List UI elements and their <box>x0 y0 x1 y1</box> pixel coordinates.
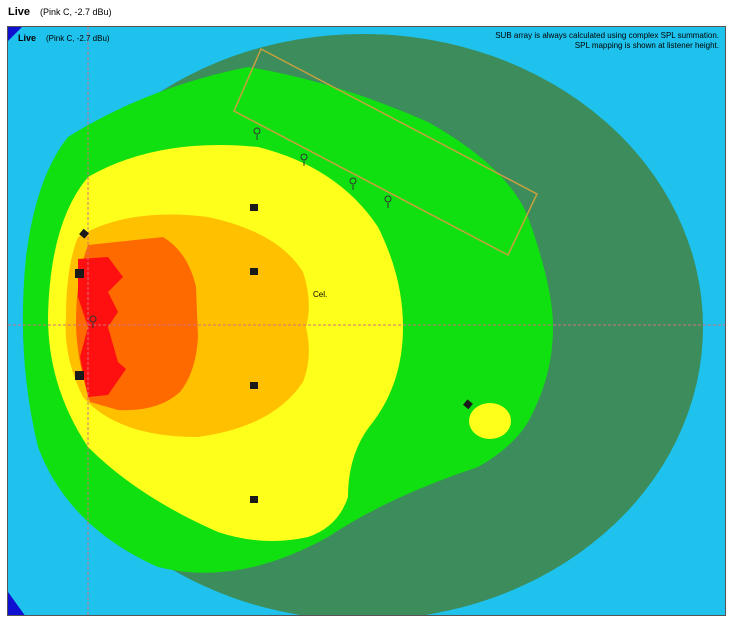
speaker-marker-icon[interactable] <box>250 382 258 389</box>
corner-marker-bottom-left <box>8 592 25 615</box>
window-title: Live <box>8 6 31 18</box>
window-subtitle: (Pink C, -2.7 dBu) <box>40 7 112 17</box>
plot-note-summation: SUB array is always calculated using com… <box>495 31 719 40</box>
speaker-marker-icon[interactable] <box>75 269 84 278</box>
microphone-icon[interactable] <box>300 153 308 166</box>
sub-array-outline-icon[interactable] <box>233 47 538 257</box>
speaker-marker-icon[interactable] <box>463 399 473 410</box>
plot-note-listener-height: SPL mapping is shown at listener height. <box>574 41 719 50</box>
speaker-marker-icon[interactable] <box>250 268 258 275</box>
spl-zone-yellow-island <box>469 403 511 439</box>
spl-map-canvas <box>8 27 725 615</box>
speaker-marker-icon[interactable] <box>79 228 89 239</box>
microphone-icon[interactable] <box>349 177 357 190</box>
speaker-marker-icon[interactable] <box>250 204 258 211</box>
center-label: Cel. <box>313 290 328 299</box>
speaker-marker-icon[interactable] <box>250 496 258 503</box>
spl-zone-red <box>78 257 126 397</box>
speaker-marker-icon[interactable] <box>75 371 84 380</box>
plot-title: Live <box>18 33 37 43</box>
corner-marker-top-left <box>8 27 22 41</box>
plot-subtitle: (Pink C, -2.7 dBu) <box>46 34 110 43</box>
microphone-icon[interactable] <box>384 195 392 208</box>
window-title-bar: Live (Pink C, -2.7 dBu) <box>0 0 730 26</box>
microphone-icon[interactable] <box>89 315 97 328</box>
microphone-icon[interactable] <box>253 127 261 140</box>
spl-map-plot[interactable]: Live (Pink C, -2.7 dBu) SUB array is alw… <box>7 26 726 616</box>
